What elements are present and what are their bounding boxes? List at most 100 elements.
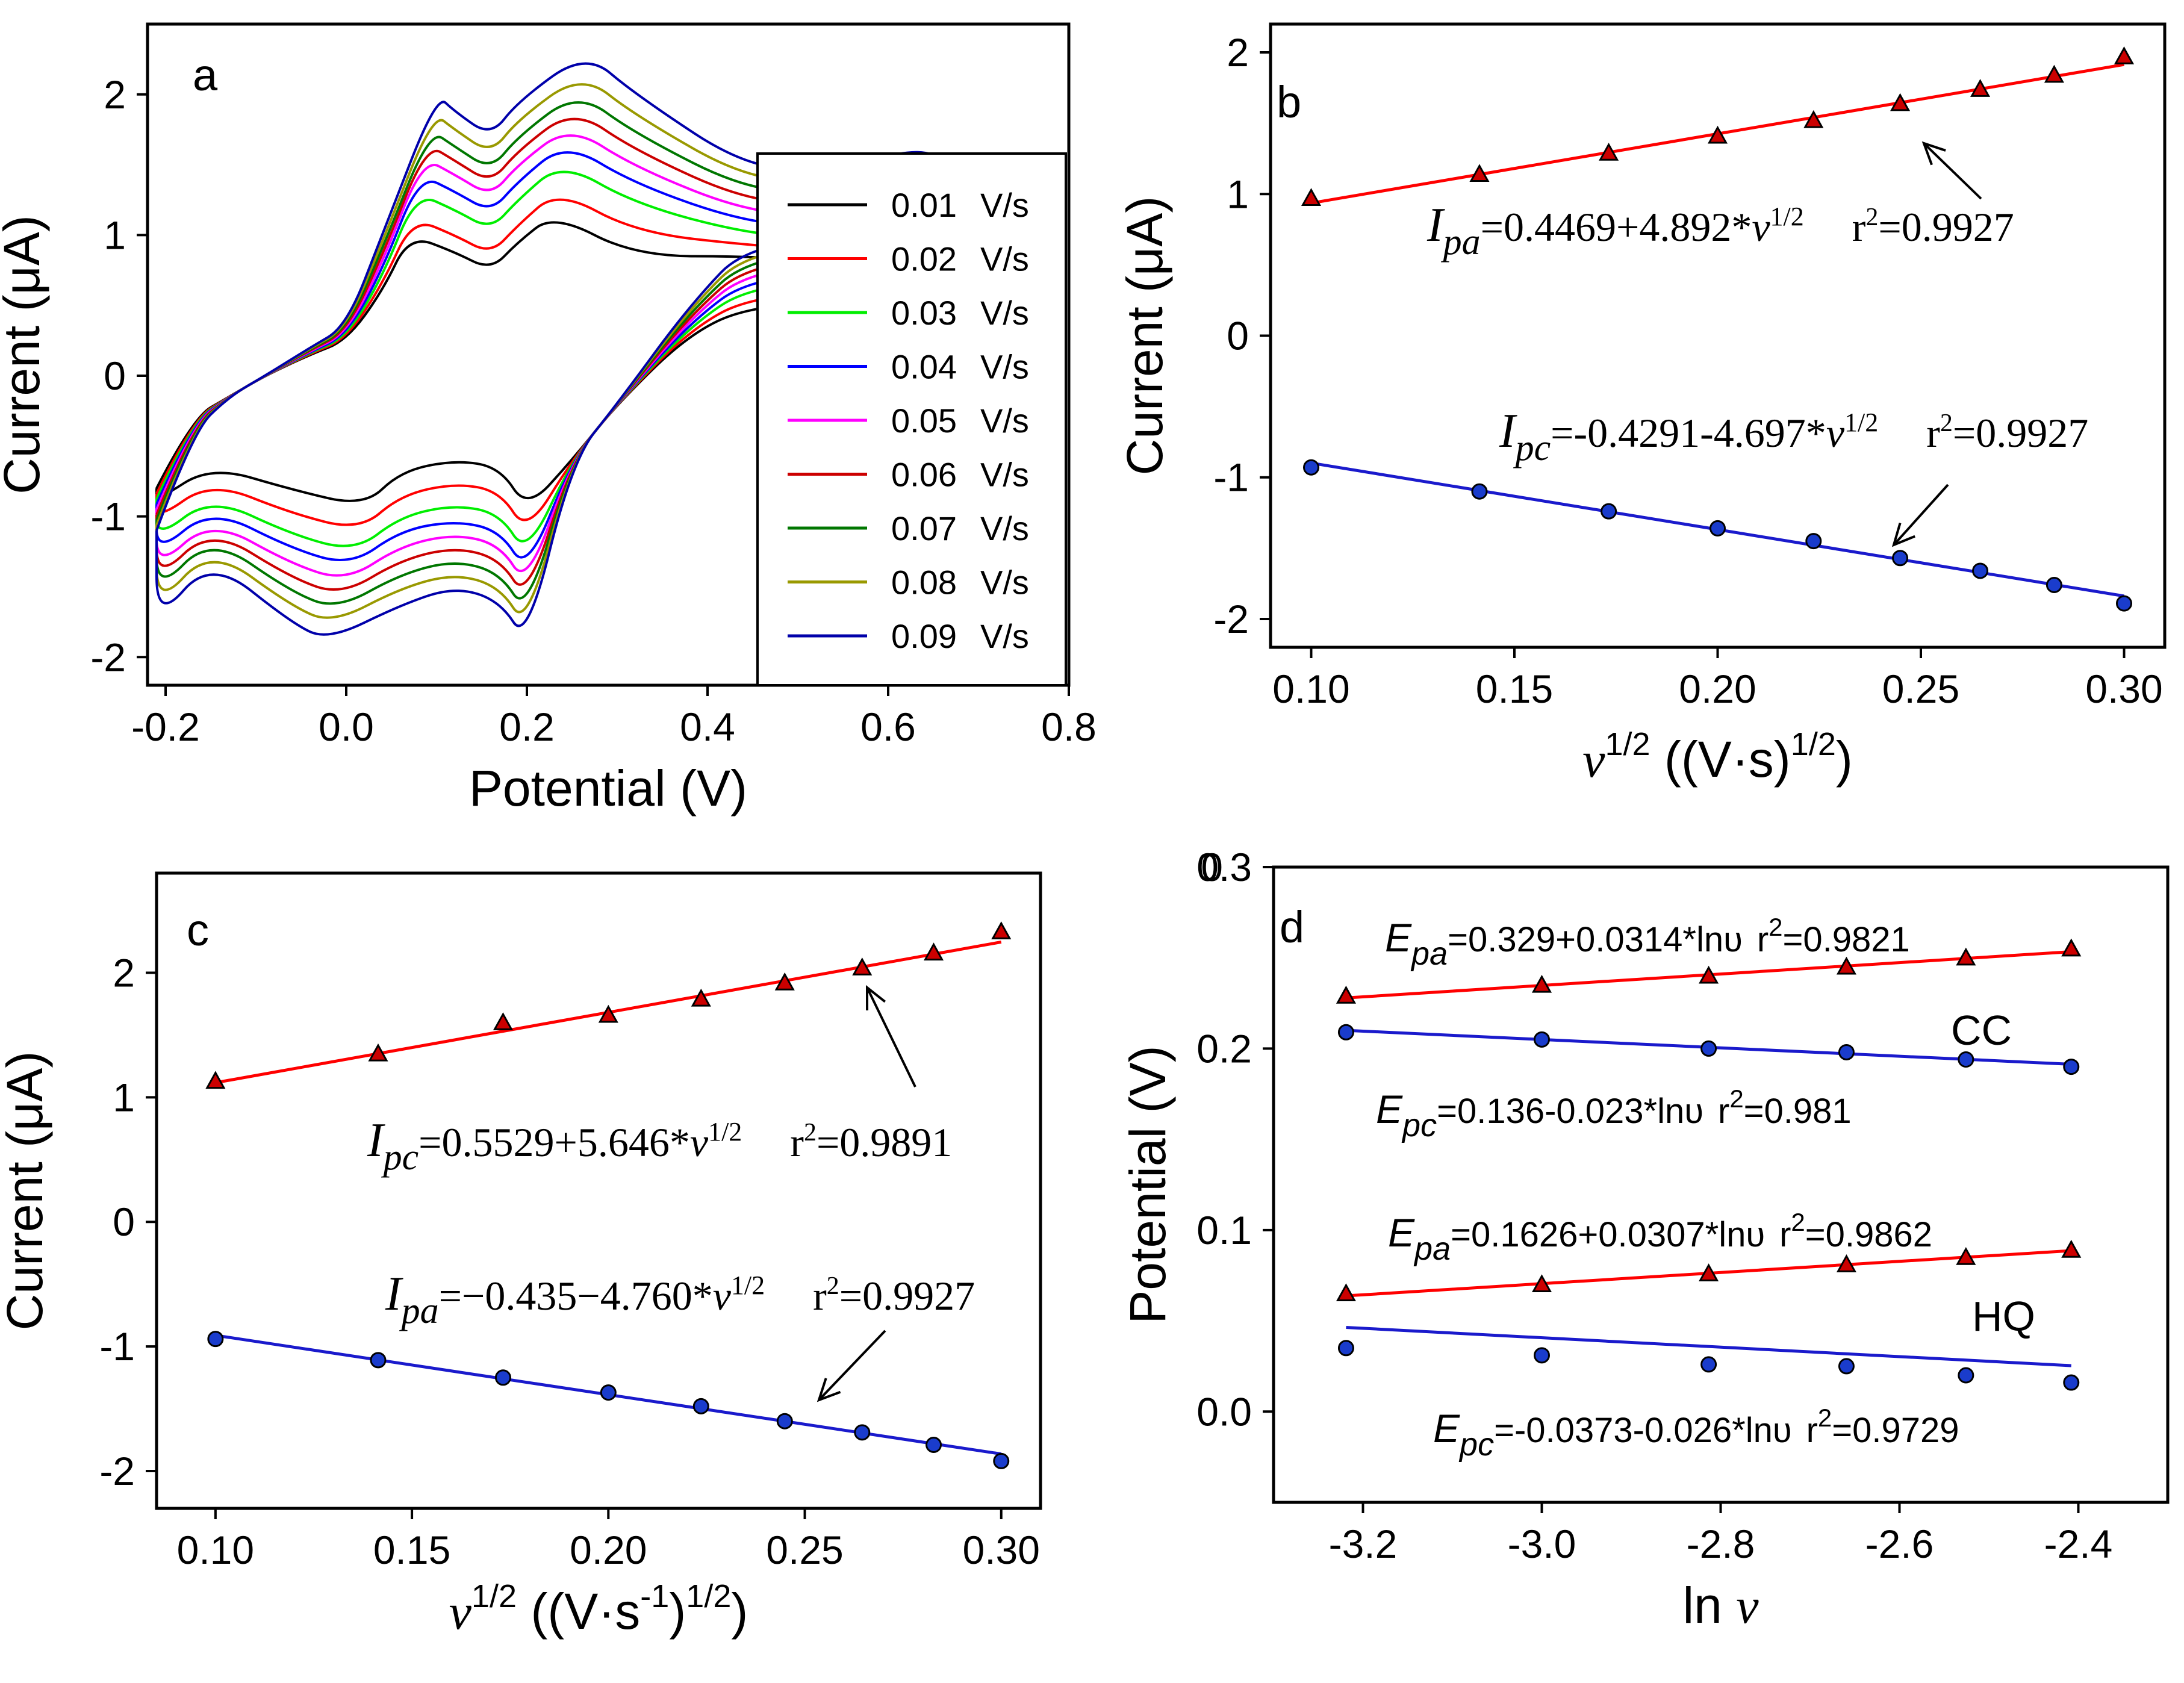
triangle-marker [1337,1285,1354,1300]
circle-marker [1472,484,1487,499]
circle-marker [855,1425,870,1440]
fit-equation: Ipc=-0.4291-4.697*v1/2 r2=0.9927 [1499,405,2088,468]
eq-var: I [385,1268,403,1321]
eq-sup: 1/2 [708,1117,742,1146]
x-tick-label: 0.2 [499,705,555,749]
legend-unit: V/s [980,348,1029,386]
eq-r-value: =0.9927 [1953,410,2088,456]
x-tick-label: 0.20 [570,1528,647,1572]
x-title-mid: ) [669,1583,686,1640]
legend: 0.01 V/s 0.02 V/s 0.03 V/s 0.04 V/s 0.05 V/s 0.06 V… [758,154,1066,685]
figure: -0.2 0.0 0.2 0.4 0.6 0.8-2-1012Current (μA)Po… [0,0,2184,1683]
eq-sub: pa [1441,222,1481,263]
panel-c: 0.10 0.15 0.20 0.25 0.30 -2 -1 0 1 2 Current (μA) v… [0,873,1041,1640]
arrow-shaft [1894,485,1948,545]
circle-marker [496,1370,510,1385]
eq-sub: pc [381,1137,419,1178]
circle-marker [371,1353,385,1367]
legend-value: 0.05 [891,402,957,440]
y-tick-label: 0.1 [1196,1208,1252,1252]
panel-label: d [1280,902,1304,952]
eq-r-value: =0.981 [1744,1092,1852,1131]
circle-marker [1973,564,1988,578]
y-tick-label: -1 [99,1324,135,1369]
x-axis-title: v1/2 ((V·s)1/2) [1582,726,1853,788]
y-tick-label: -1 [1213,455,1249,500]
y-tick-overlay: 0 [1201,845,1223,889]
legend-value: 0.04 [891,348,957,386]
legend-unit: V/s [980,240,1029,278]
triangle-marker [1337,988,1354,1003]
legend-unit: V/s [980,186,1029,224]
x-tick-label: -0.2 [131,705,200,749]
eq-body: =0.5529+5.646* [418,1119,690,1165]
eq-r: r [790,1119,804,1165]
eq-sup: 1/2 [1844,408,1878,437]
legend-unit: V/s [980,509,1029,547]
x-axis-title: ln v [1682,1577,1759,1634]
eq-var: I [367,1114,385,1167]
eq-sub: pa [399,1290,439,1331]
x-tick-label: 0.25 [1882,667,1959,711]
fit-equation: Epa=0.1626+0.0307*lnυ r2=0.9862 [1388,1208,1932,1267]
x-tick-label: 0.20 [1679,667,1756,711]
circle-marker [1839,1359,1853,1373]
series-ipa [208,1332,1009,1469]
x-title-sup: 1/2 [1605,726,1650,762]
circle-marker [1959,1368,1973,1383]
eq-r-value: =0.9927 [839,1273,975,1319]
x-tick-label: 0.15 [1476,667,1553,711]
legend-unit: V/s [980,294,1029,332]
x-title-v: v [1582,732,1605,788]
triangle-marker [2063,941,2080,956]
y-tick-label: 1 [113,1075,135,1119]
eq-r: r [1779,1215,1791,1254]
y-tick-label: 0.2 [1196,1026,1252,1071]
circle-marker [1535,1032,1549,1047]
circle-marker [777,1414,792,1428]
eq-sub: pa [1413,1231,1451,1267]
x-tick-label: -3.0 [1508,1522,1576,1566]
eq-v: v [690,1119,709,1165]
circle-marker [1959,1053,1973,1067]
eq-sub: pc [1458,1426,1494,1463]
arrow-shaft [1924,143,1981,199]
x-tick-label: 0.10 [1272,667,1349,711]
series-ipc [1304,460,2132,611]
eq-r: r [1806,1411,1818,1450]
eq-r-sup: 2 [804,1119,817,1146]
x-tick-label: 0.6 [860,705,916,749]
triangle-marker [2116,48,2133,63]
legend-value: 0.01 [891,186,957,224]
x-tick-label: 0.4 [680,705,735,749]
eq-r-value: =0.9862 [1805,1215,1932,1254]
arrow-shaft [819,1331,885,1400]
x-tick-label: 0.10 [177,1528,254,1572]
triangle-marker [494,1014,511,1029]
panel-label: c [187,905,209,955]
y-axis-title: Current (μA) [0,1051,53,1331]
eq-body: =0.136-0.023*lnυ [1437,1092,1703,1131]
circle-marker [208,1332,223,1346]
panel-label: a [193,50,218,100]
compound-label-hq: HQ [1972,1293,2035,1340]
legend-value: 0.06 [891,456,957,494]
fit-equation: Ipa=0.4469+4.892*v1/2 r2=0.9927 [1426,199,2014,263]
circle-marker [1711,521,1725,535]
panel-label: b [1277,77,1301,127]
legend-unit: V/s [980,564,1029,602]
x-tick-label: -2.4 [2044,1522,2113,1566]
y-tick-label: 2 [1227,30,1249,75]
circle-marker [1702,1041,1716,1056]
y-axis-title: Potential (V) [1119,1045,1176,1324]
fit-equation: Ipa=−0.435−4.760*v1/2 r2=0.9927 [385,1268,975,1331]
y-tick-label: 1 [104,213,126,257]
circle-marker [2064,1060,2079,1074]
series-ipc [207,923,1010,1087]
legend-value: 0.02 [891,240,957,278]
eq-body: =-0.4291-4.697* [1551,410,1826,456]
fit-equation: Epc=-0.0373-0.026*lnυ r2=0.9729 [1433,1404,1959,1463]
eq-r-value: =0.9927 [1878,204,2014,250]
circle-marker [1339,1025,1353,1039]
legend-value: 0.07 [891,509,957,547]
